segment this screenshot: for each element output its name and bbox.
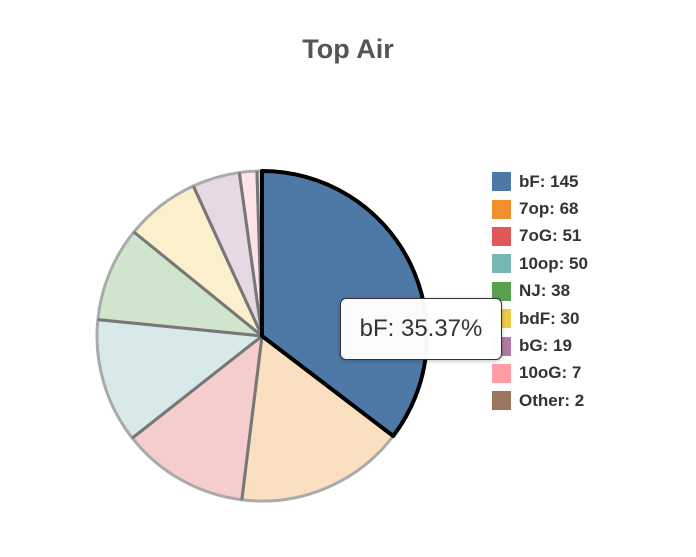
slice-divider-line (191, 185, 264, 337)
slice-divider-line (97, 318, 263, 338)
legend-item[interactable]: bF: 145 (492, 168, 588, 195)
slice-divider-line (237, 172, 264, 337)
legend-item[interactable]: bdF: 30 (492, 305, 588, 332)
legend: bF: 145 7op: 68 7oG: 51 10op: 50 NJ: 38 bdF: … (492, 168, 588, 415)
legend-item[interactable]: 10op: 50 (492, 250, 588, 277)
legend-label: 10op: 50 (519, 253, 588, 273)
legend-swatch (492, 363, 511, 383)
legend-item[interactable]: bG: 19 (492, 332, 588, 359)
chart-title: Top Air (302, 34, 394, 64)
slice-divider-line (132, 230, 263, 338)
legend-label: 7op: 68 (519, 199, 579, 219)
pie-slice-7og[interactable] (130, 334, 264, 502)
legend-label: bG: 19 (519, 336, 572, 356)
legend-label: bF: 145 (519, 171, 579, 191)
legend-swatch (492, 281, 511, 301)
legend-label: bdF: 30 (519, 308, 580, 328)
legend-item[interactable]: Other: 2 (492, 387, 588, 414)
legend-label: 7oG: 51 (519, 226, 582, 246)
legend-swatch (492, 226, 511, 246)
slice-divider-line (131, 334, 263, 440)
legend-item[interactable]: 7op: 68 (492, 195, 588, 222)
legend-item[interactable]: 10oG: 7 (492, 360, 588, 387)
slice-divider-line (240, 335, 264, 500)
pie-slice-highlight-outline (260, 169, 429, 439)
tooltip: bF: 35.37% (340, 298, 502, 360)
legend-swatch (492, 254, 511, 274)
legend-item[interactable]: NJ: 38 (492, 278, 588, 305)
pie-slice-7op[interactable] (240, 334, 395, 503)
legend-swatch (492, 391, 511, 411)
legend-label: Other: 2 (519, 390, 585, 410)
pie-slice-10op[interactable] (95, 318, 264, 440)
tooltip-text: bF: 35.37% (359, 315, 483, 342)
pie-slice-nj[interactable] (96, 230, 264, 338)
legend-swatch (492, 199, 511, 219)
pie-highlight (260, 169, 429, 439)
legend-label: NJ: 38 (519, 281, 571, 301)
legend-label: 10oG: 7 (519, 363, 582, 383)
legend-swatch (492, 172, 511, 192)
legend-item[interactable]: 7oG: 51 (492, 223, 588, 250)
